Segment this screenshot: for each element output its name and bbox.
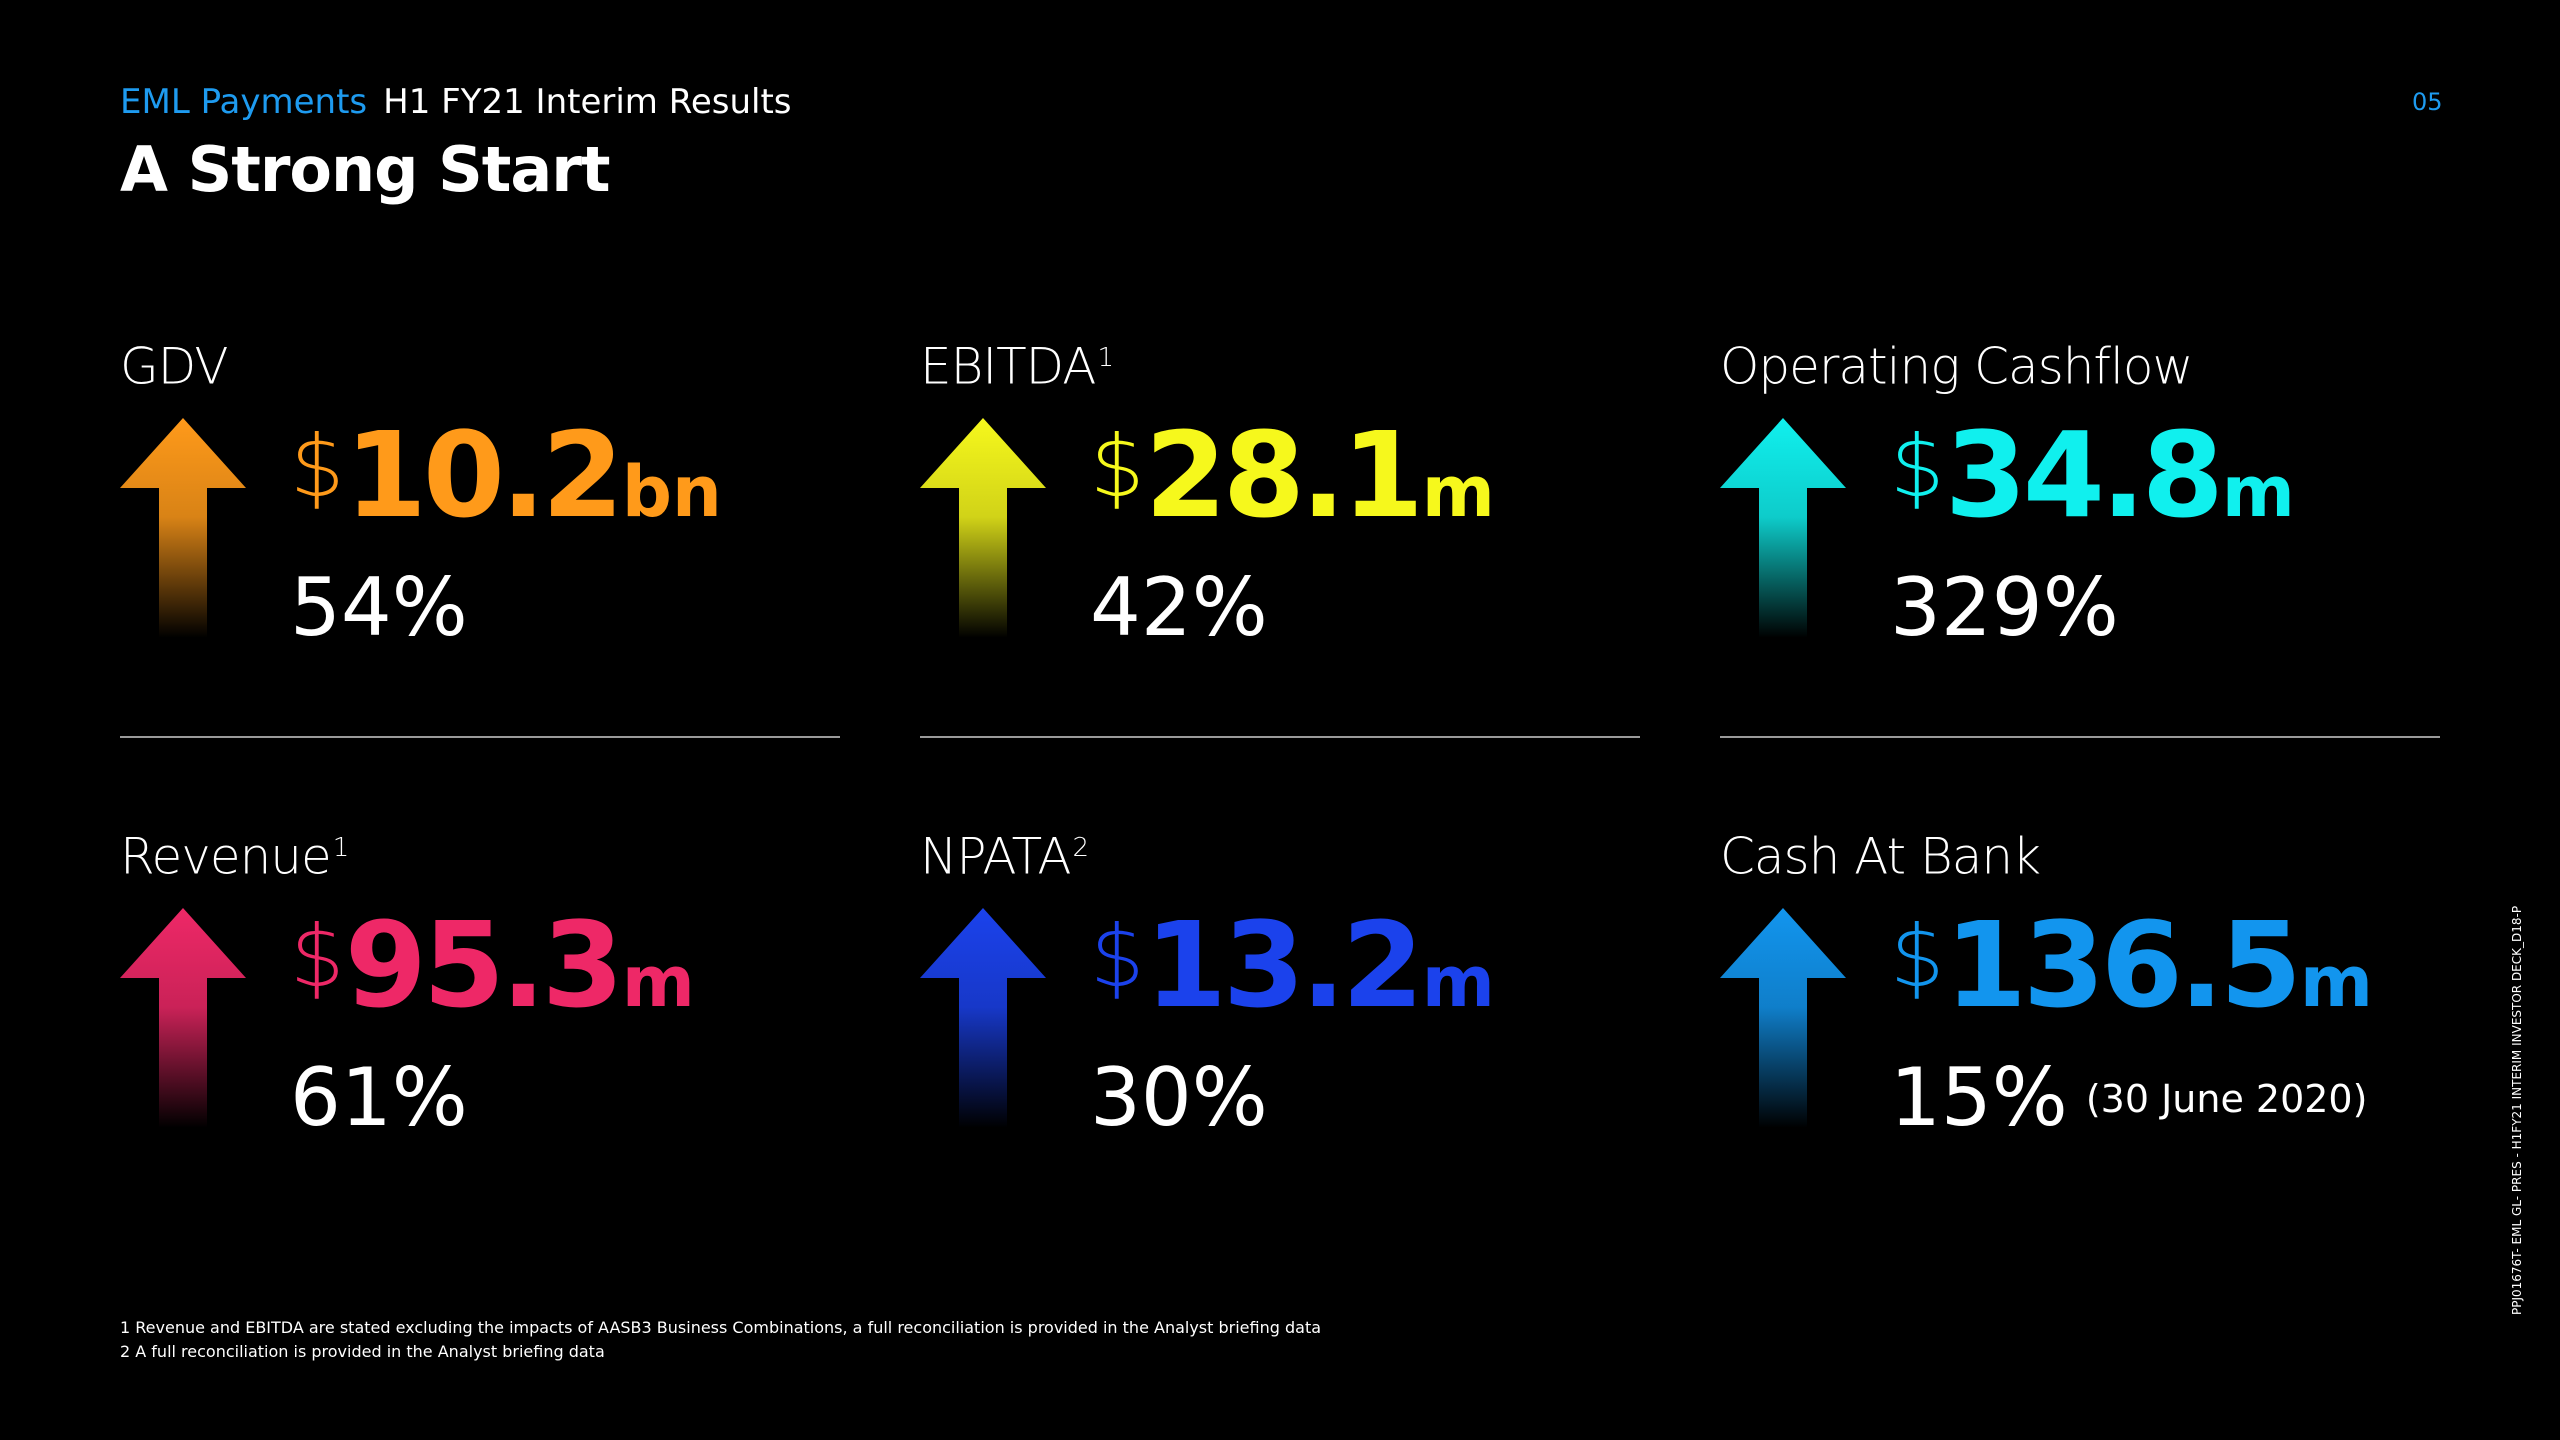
- brand-name: EML Payments: [120, 82, 368, 122]
- slide-title: A Strong Start: [120, 133, 610, 206]
- metric-change: 42%: [1090, 561, 1268, 654]
- metric-change: 15% (30 June 2020): [1890, 1051, 2368, 1144]
- slide-header: EML Payments H1 FY21 Interim Results A St…: [120, 78, 792, 210]
- deck-subtitle: H1 FY21 Interim Results: [383, 82, 792, 122]
- metric-value: $34.8m: [1890, 406, 2295, 544]
- metric-value: $95.3m: [290, 896, 695, 1034]
- page-number: 05: [2412, 88, 2443, 116]
- metric-value: $10.2bn: [290, 406, 722, 544]
- up-arrow-icon: [120, 908, 246, 1128]
- metric-value: $136.5m: [1890, 896, 2373, 1034]
- metric-label: Operating Cashflow: [1720, 337, 2193, 396]
- up-arrow-icon: [920, 908, 1046, 1128]
- up-arrow-icon: [1720, 908, 1846, 1128]
- up-arrow-icon: [920, 418, 1046, 638]
- brand-line: EML Payments H1 FY21 Interim Results: [120, 78, 792, 126]
- metric-change: 30%: [1090, 1051, 1268, 1144]
- metric-npata: NPATA2 $13.2m 30%: [920, 818, 1640, 1178]
- metric-change: 329%: [1890, 561, 2119, 654]
- metric-value: $28.1m: [1090, 406, 1495, 544]
- metric-label: NPATA2: [920, 827, 1089, 886]
- metric-change: 54%: [290, 561, 468, 654]
- footnote-1: 1 Revenue and EBITDA are stated excludin…: [120, 1318, 1322, 1337]
- footnotes: 1 Revenue and EBITDA are stated excludin…: [120, 1316, 1321, 1364]
- metric-ebitda: EBITDA1 $28.1m 42%: [920, 328, 1640, 688]
- metric-revenue: Revenue1 $95.3m 61%: [120, 818, 840, 1178]
- metric-change: 61%: [290, 1051, 468, 1144]
- metric-label: Revenue1: [120, 827, 349, 886]
- up-arrow-icon: [120, 418, 246, 638]
- document-code: PPJ01676T- EML GL- PRES - H1FY21 INTERIM…: [2510, 905, 2524, 1315]
- metric-cash-at-bank: Cash At Bank $136.5m 15% (30 June 2020): [1720, 818, 2440, 1178]
- metric-label: Cash At Bank: [1720, 827, 2041, 886]
- metric-gdv: GDV $10.2bn 54%: [120, 328, 840, 688]
- divider: [920, 736, 1640, 738]
- metric-label: EBITDA1: [920, 337, 1114, 396]
- divider: [1720, 736, 2440, 738]
- up-arrow-icon: [1720, 418, 1846, 638]
- metric-value: $13.2m: [1090, 896, 1495, 1034]
- footnote-2: 2 A full reconciliation is provided in t…: [120, 1342, 605, 1361]
- metric-operating-cashflow: Operating Cashflow $34.8m 329%: [1720, 328, 2440, 688]
- metric-label: GDV: [120, 337, 229, 396]
- divider: [120, 736, 840, 738]
